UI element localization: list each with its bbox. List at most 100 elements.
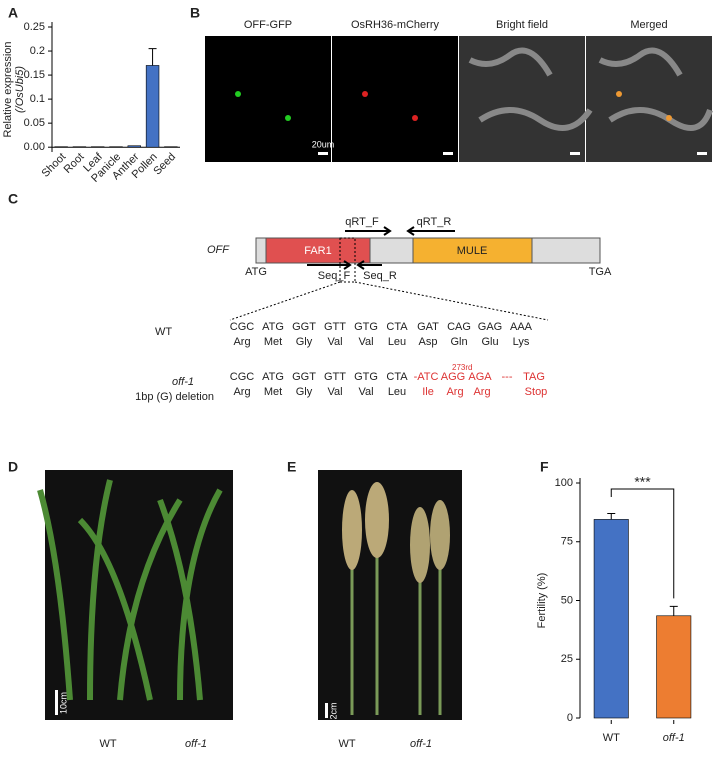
- y-axis-label: (/OsUbi5): [14, 66, 26, 113]
- primer: Seq_F: [318, 270, 351, 282]
- codon: ATG: [262, 321, 284, 333]
- mut-position: 273rd: [452, 363, 472, 372]
- amino-acid: Val: [327, 386, 342, 398]
- codon: AGA: [468, 371, 492, 383]
- bar: [127, 145, 141, 148]
- codon: GTG: [354, 321, 378, 333]
- y-axis-label: Fertility (%): [536, 573, 548, 629]
- codon: CAG: [447, 321, 471, 333]
- codon: AAA: [510, 321, 533, 333]
- wt-label: WT: [155, 326, 172, 338]
- photo-label: off-1: [185, 738, 207, 750]
- gene-model: [229, 226, 601, 321]
- codon: GAT: [417, 321, 439, 333]
- codon: ---: [502, 371, 513, 383]
- amino-acid: Arg: [446, 386, 463, 398]
- amino-acid: Leu: [388, 336, 406, 348]
- panel-label: B: [190, 5, 200, 21]
- codon: GGT: [292, 371, 316, 383]
- codon: GTG: [354, 371, 378, 383]
- amino-acid: Val: [358, 336, 373, 348]
- amino-acid: Val: [327, 336, 342, 348]
- photo-label: WT: [99, 738, 116, 750]
- primer: qRT_F: [345, 216, 379, 228]
- bar: [164, 146, 178, 148]
- mut-note: 1bp (G) deletion: [135, 391, 214, 403]
- amino-acid: Met: [264, 336, 282, 348]
- scale-label: 20um: [312, 139, 335, 149]
- sequence: CGC ATG GGT GTT GTG CTA GAT CAG GAG AAA Arg Met Gly V…: [230, 321, 548, 398]
- bar: [656, 615, 692, 719]
- y-axis-label: Relative expression: [2, 42, 14, 138]
- y-tick-label: 0.2: [30, 45, 45, 57]
- codon: TAG: [523, 371, 545, 383]
- bar: [145, 65, 160, 148]
- codon: -ATC: [414, 371, 439, 383]
- panel-label: C: [8, 191, 18, 207]
- amino-acid: Gly: [296, 336, 313, 348]
- bar: [91, 146, 105, 148]
- panel-label: D: [8, 459, 18, 475]
- start-codon: ATG: [245, 266, 267, 278]
- codon: GAG: [478, 321, 502, 333]
- domain-label: MULE: [457, 245, 488, 257]
- y-tick-label: 75: [561, 536, 573, 548]
- x-tick-label: WT: [603, 732, 620, 744]
- codon: GTT: [324, 371, 346, 383]
- bar: [109, 146, 123, 148]
- y-tick-label: 0: [567, 712, 573, 724]
- plant-photos: [37, 470, 462, 720]
- x-tick-label: Seed: [151, 151, 178, 178]
- amino-acid: Gln: [450, 336, 467, 348]
- y-tick-label: 0.1: [30, 93, 45, 105]
- panel-label: A: [8, 5, 18, 21]
- amino-acid: Val: [358, 386, 373, 398]
- channel-label: OsRH36-mCherry: [351, 19, 440, 31]
- codon: CGC: [230, 371, 255, 383]
- y-tick-label: 50: [561, 594, 573, 606]
- channel-label: Merged: [630, 19, 667, 31]
- x-tick-label: off-1: [663, 732, 685, 744]
- amino-acid: Stop: [525, 386, 548, 398]
- codon: GGT: [292, 321, 316, 333]
- scale-label: 10cm: [58, 692, 68, 714]
- panel-label: F: [540, 459, 549, 475]
- y-tick-label: 0.05: [24, 117, 45, 129]
- domain-label: FAR1: [304, 245, 332, 257]
- error-bar: [607, 513, 616, 520]
- photo-label: off-1: [410, 738, 432, 750]
- photo-label: WT: [338, 738, 355, 750]
- amino-acid: Arg: [233, 336, 250, 348]
- y-tick-label: 0.00: [24, 141, 45, 153]
- primer: qRT_R: [417, 216, 452, 228]
- amino-acid: Leu: [388, 386, 406, 398]
- significance-bracket: [610, 488, 675, 599]
- microscopy: [205, 36, 713, 162]
- y-tick-label: 100: [555, 477, 573, 489]
- codon: AGG: [441, 371, 465, 383]
- annotation: ***: [634, 474, 651, 490]
- amino-acid: Asp: [419, 336, 438, 348]
- codon: CTA: [386, 321, 408, 333]
- stop-codon: TGA: [589, 266, 612, 278]
- amino-acid: Arg: [473, 386, 490, 398]
- channel-label: OFF-GFP: [244, 19, 292, 31]
- error-bar: [148, 48, 157, 66]
- codon: CTA: [386, 371, 408, 383]
- amino-acid: Gly: [296, 386, 313, 398]
- amino-acid: Glu: [481, 336, 498, 348]
- amino-acid: Lys: [513, 336, 530, 348]
- amino-acid: Arg: [233, 386, 250, 398]
- scale-label: 2cm: [328, 702, 338, 719]
- bar: [72, 146, 87, 148]
- bar: [593, 519, 629, 719]
- y-tick-label: 25: [561, 653, 573, 665]
- codon: GTT: [324, 321, 346, 333]
- mut-label: off-1: [172, 376, 194, 388]
- error-bar: [669, 605, 678, 616]
- channel-label: Bright field: [496, 19, 548, 31]
- gene-name: OFF: [207, 244, 230, 256]
- y-tick-label: 0.15: [24, 69, 45, 81]
- codon: ATG: [262, 371, 284, 383]
